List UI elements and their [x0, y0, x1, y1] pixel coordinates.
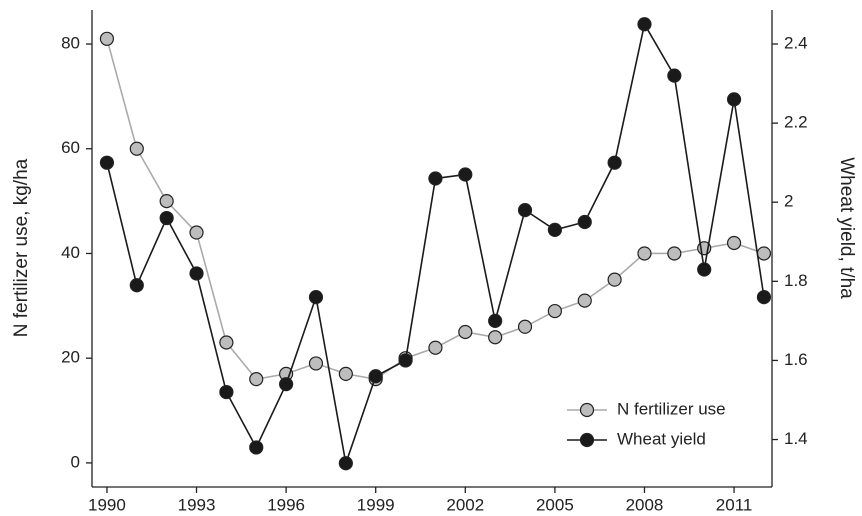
- y2-tick-label: 2: [784, 192, 793, 211]
- y2-tick-label: 1.8: [784, 271, 808, 290]
- legend-marker: [579, 432, 595, 448]
- y2-tick-label: 1.4: [784, 429, 808, 448]
- data-point: [637, 246, 652, 261]
- legend-label: Wheat yield: [617, 429, 706, 448]
- data-point: [129, 141, 144, 156]
- data-point: [189, 266, 204, 281]
- data-point: [577, 293, 592, 308]
- x-tick-label: 2008: [626, 495, 664, 514]
- y-tick-label: 40: [61, 243, 80, 262]
- data-point: [159, 194, 174, 209]
- data-point: [458, 167, 473, 182]
- y2-tick-label: 2.2: [784, 113, 808, 132]
- data-point: [308, 290, 324, 305]
- series-line: [106, 22, 765, 467]
- data-point: [99, 31, 115, 46]
- legend-marker: [579, 402, 595, 418]
- data-point: [129, 278, 144, 293]
- data-point: [488, 330, 503, 345]
- data-point: [667, 246, 682, 261]
- x-tick-label: 2011: [716, 495, 753, 514]
- data-point: [488, 313, 503, 328]
- x-tick-label: 1993: [178, 495, 216, 514]
- x-tick-label: 1990: [88, 495, 126, 514]
- data-point: [99, 155, 115, 170]
- data-point: [249, 440, 264, 455]
- y-axis-label: N fertilizer use, kg/ha: [11, 158, 32, 337]
- data-point: [249, 372, 264, 387]
- data-point: [338, 456, 353, 471]
- data-point: [577, 214, 592, 230]
- data-point: [219, 335, 234, 350]
- data-point: [547, 303, 562, 319]
- series-line: [106, 38, 765, 381]
- data-point: [756, 246, 772, 261]
- data-point: [428, 171, 443, 186]
- y-tick-label: 80: [61, 34, 80, 53]
- y2-axis-label: Wheat yield, t/ha: [836, 157, 857, 299]
- data-point: [189, 225, 204, 240]
- data-point: [219, 384, 234, 400]
- data-point: [368, 369, 383, 384]
- data-point: [308, 356, 324, 371]
- data-point: [159, 210, 174, 226]
- y-tick-label: 20: [61, 348, 80, 367]
- x-tick-label: 2002: [446, 495, 484, 514]
- data-point: [667, 68, 682, 83]
- data-point: [338, 366, 353, 382]
- data-point: [428, 340, 443, 355]
- data-point: [697, 262, 712, 277]
- x-tick-label: 1996: [267, 495, 305, 514]
- y-tick-label: 60: [61, 138, 80, 157]
- legend-label: N fertilizer use: [617, 399, 726, 418]
- data-point: [458, 324, 473, 340]
- data-point: [547, 222, 562, 238]
- data-point: [607, 155, 622, 170]
- data-point: [726, 235, 742, 251]
- y2-tick-label: 2.4: [784, 33, 808, 52]
- data-point: [279, 377, 294, 392]
- data-point: [607, 272, 622, 287]
- y2-tick-label: 1.6: [784, 350, 808, 369]
- y-tick-label: 0: [71, 452, 80, 471]
- x-tick-label: 2005: [536, 495, 574, 514]
- data-point: [398, 353, 413, 368]
- data-point: [726, 92, 742, 107]
- data-point: [637, 17, 652, 32]
- x-tick-label: 1999: [357, 495, 395, 514]
- data-point: [517, 203, 533, 218]
- data-point: [756, 290, 772, 305]
- data-point: [517, 319, 533, 334]
